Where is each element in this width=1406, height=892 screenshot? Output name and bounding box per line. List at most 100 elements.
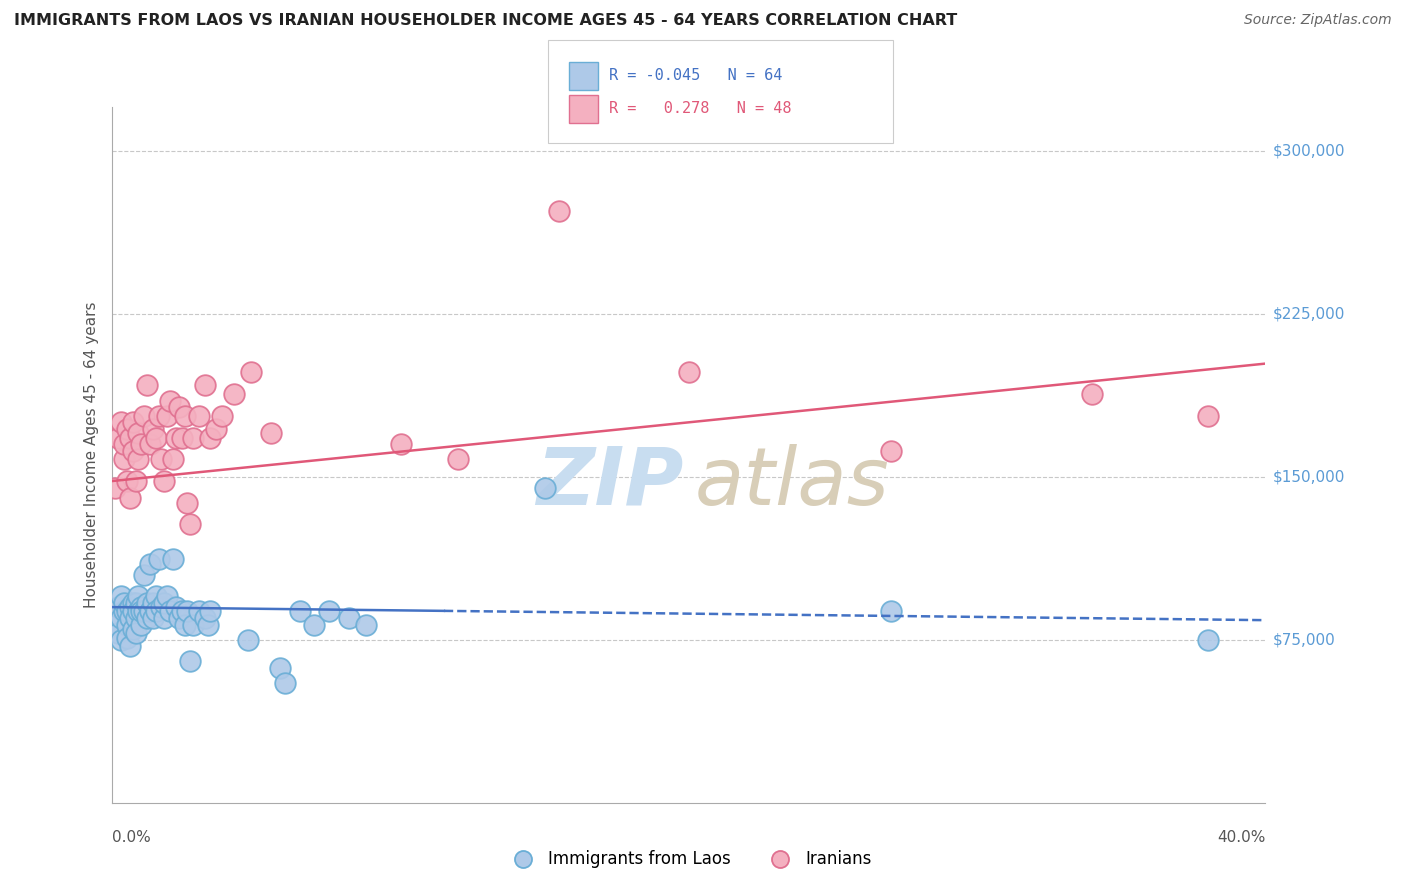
Point <box>118 491 141 506</box>
Point <box>274 676 297 690</box>
Point <box>145 589 167 603</box>
Point <box>260 426 283 441</box>
Point <box>200 605 222 619</box>
Point <box>1197 632 1219 647</box>
Point <box>200 431 222 445</box>
Point <box>118 639 141 653</box>
Text: R =   0.278   N = 48: R = 0.278 N = 48 <box>609 102 792 116</box>
Point <box>107 626 129 640</box>
Y-axis label: Householder Income Ages 45 - 64 years: Householder Income Ages 45 - 64 years <box>83 301 98 608</box>
Point <box>156 589 179 603</box>
Point <box>389 437 412 451</box>
Point <box>170 605 193 619</box>
Point <box>197 617 219 632</box>
Point <box>107 600 129 615</box>
Point <box>118 611 141 625</box>
Point <box>121 443 143 458</box>
Point <box>211 409 233 423</box>
Point <box>159 393 181 408</box>
Text: $75,000: $75,000 <box>1272 632 1336 648</box>
Point <box>173 409 195 423</box>
Point <box>148 409 170 423</box>
Point <box>118 431 141 445</box>
Point <box>139 605 162 619</box>
Point <box>142 596 165 610</box>
Point <box>194 611 217 625</box>
Point <box>269 661 291 675</box>
Point <box>129 605 153 619</box>
Point <box>115 422 138 436</box>
Point <box>165 431 187 445</box>
Point <box>337 611 360 625</box>
Point <box>139 557 162 571</box>
Point <box>188 605 211 619</box>
Point <box>148 552 170 566</box>
Point <box>150 600 173 615</box>
Point <box>142 422 165 436</box>
Point <box>124 596 146 610</box>
Point <box>127 426 149 441</box>
Point <box>139 437 162 451</box>
Text: $300,000: $300,000 <box>1272 143 1346 158</box>
Point <box>153 596 176 610</box>
Legend: Immigrants from Laos, Iranians: Immigrants from Laos, Iranians <box>499 843 879 874</box>
Point <box>136 378 159 392</box>
Point <box>205 422 228 436</box>
Point <box>129 617 153 632</box>
Point <box>181 431 204 445</box>
Text: $150,000: $150,000 <box>1272 469 1344 484</box>
Point <box>145 605 167 619</box>
Point <box>115 631 138 645</box>
Point <box>124 474 146 488</box>
Point <box>167 400 190 414</box>
Point <box>112 596 135 610</box>
Point <box>239 365 262 379</box>
Point <box>179 517 201 532</box>
Point <box>162 452 184 467</box>
Point <box>880 443 903 458</box>
Text: $225,000: $225,000 <box>1272 306 1344 321</box>
Text: 40.0%: 40.0% <box>1218 830 1265 845</box>
Point <box>134 409 156 423</box>
Point <box>121 415 143 429</box>
Point <box>176 605 198 619</box>
Point <box>129 437 153 451</box>
Point <box>167 611 190 625</box>
Point <box>153 474 176 488</box>
Point <box>136 611 159 625</box>
Point <box>107 431 129 445</box>
Point <box>127 589 149 603</box>
Point <box>136 596 159 610</box>
Point <box>533 481 555 495</box>
Point <box>118 600 141 615</box>
Point <box>165 600 187 615</box>
Point <box>678 365 700 379</box>
Text: ZIP: ZIP <box>536 443 683 522</box>
Text: IMMIGRANTS FROM LAOS VS IRANIAN HOUSEHOLDER INCOME AGES 45 - 64 YEARS CORRELATIO: IMMIGRANTS FROM LAOS VS IRANIAN HOUSEHOL… <box>14 13 957 29</box>
Point <box>121 622 143 636</box>
Point <box>121 605 143 619</box>
Point <box>127 605 149 619</box>
Point <box>110 632 132 647</box>
Point <box>304 617 326 632</box>
Point <box>181 617 204 632</box>
Point <box>176 496 198 510</box>
Point <box>134 605 156 619</box>
Point <box>129 600 153 615</box>
Text: 0.0%: 0.0% <box>112 830 152 845</box>
Point <box>115 617 138 632</box>
Point <box>153 611 176 625</box>
Point <box>112 437 135 451</box>
Point <box>1197 409 1219 423</box>
Point <box>194 378 217 392</box>
Point <box>142 611 165 625</box>
Point <box>170 431 193 445</box>
Point <box>173 617 195 632</box>
Point <box>104 617 127 632</box>
Point <box>156 409 179 423</box>
Point <box>110 415 132 429</box>
Point <box>179 655 201 669</box>
Text: Source: ZipAtlas.com: Source: ZipAtlas.com <box>1244 13 1392 28</box>
Point <box>150 452 173 467</box>
Point <box>112 605 135 619</box>
